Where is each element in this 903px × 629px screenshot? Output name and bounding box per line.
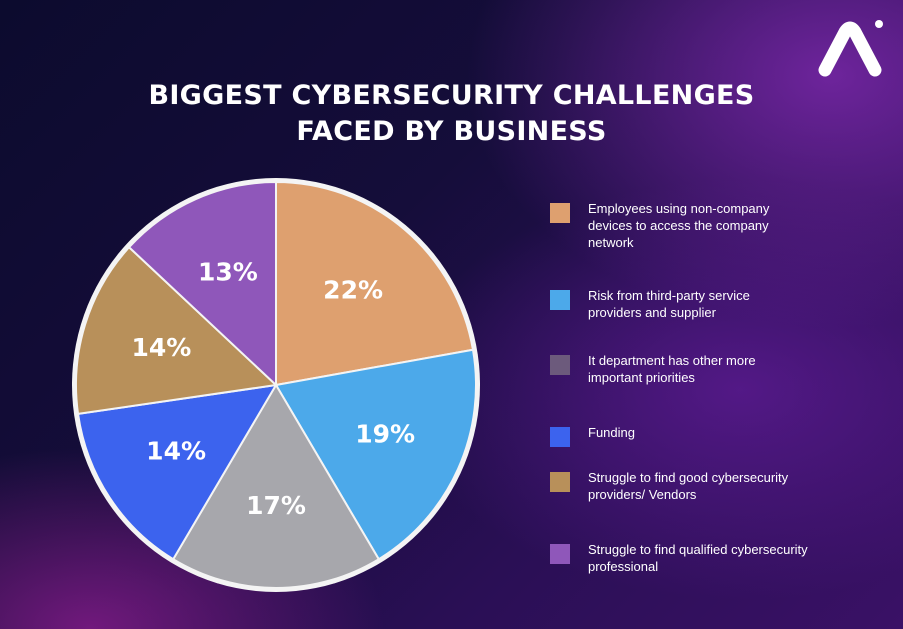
legend-item-professional: Struggle to find qualified cybersecurity… (550, 541, 818, 575)
legend-swatch (550, 203, 570, 223)
pie-slice-1 (275, 180, 475, 387)
legend-swatch (550, 427, 570, 447)
pie-slice-label-1: 22% (323, 276, 383, 305)
pie-slice-5 (75, 245, 279, 416)
legend-label: Risk from third-party service providers … (588, 288, 750, 320)
legend-item-employees: Employees using non-company devices to a… (550, 200, 818, 251)
pie-slice-label-5: 14% (131, 333, 191, 362)
legend-label: It department has other more important p… (588, 353, 756, 385)
legend-swatch (550, 544, 570, 564)
pie-slice-2 (274, 348, 477, 561)
pie-slice-label-2: 19% (355, 420, 415, 449)
chart-title-line-1: BIGGEST CYBERSECURITY CHALLENGES (148, 80, 755, 111)
pie-slice-label-4: 14% (146, 437, 206, 466)
pie-slice-6 (127, 180, 277, 388)
legend-swatch (550, 472, 570, 492)
pie-slice-label-3: 17% (246, 491, 306, 520)
pie-slice-label-6: 13% (198, 257, 258, 286)
legend-item-third-party: Risk from third-party service providers … (550, 287, 818, 321)
brand-logo (818, 20, 883, 77)
legend-item-vendors: Struggle to find good cybersecurity prov… (550, 469, 818, 503)
legend-item-it-priorities: It department has other more important p… (550, 352, 818, 386)
pie-chart: 22% 19% 17% 14% 14% 13% (72, 178, 480, 592)
legend-label: Employees using non-company devices to a… (588, 201, 770, 250)
pie-slice-3 (171, 383, 381, 589)
legend-swatch (550, 290, 570, 310)
legend-label: Struggle to find good cybersecurity prov… (588, 470, 789, 502)
pie-slice-4 (76, 383, 278, 561)
legend-item-funding: Funding (550, 424, 818, 447)
chart-title: BIGGEST CYBERSECURITY CHALLENGES FACED B… (0, 78, 903, 150)
legend-label: Struggle to find qualified cybersecurity… (588, 542, 808, 574)
chart-title-line-2: FACED BY BUSINESS (296, 116, 607, 147)
legend-label: Funding (588, 425, 635, 440)
legend-swatch (550, 355, 570, 375)
